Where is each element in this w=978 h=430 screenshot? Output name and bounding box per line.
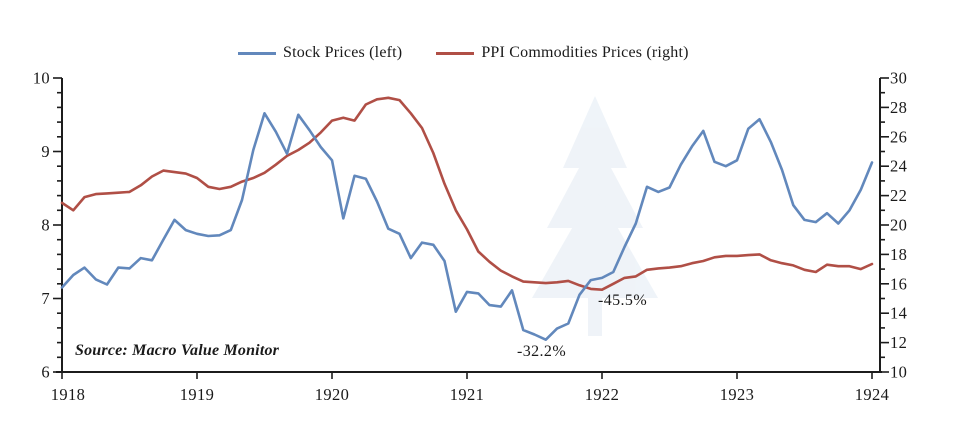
- ppi-commodities-line: [60, 96, 874, 292]
- right-axis-tick-label: 26: [890, 127, 907, 146]
- left-axis-tick-label: 10: [33, 69, 50, 88]
- left-axis-tick-label: 9: [41, 142, 50, 161]
- legend-label-stock: Stock Prices (left): [283, 44, 403, 61]
- right-axis-tick-label: 20: [890, 216, 907, 235]
- right-axis-tick-label: 30: [890, 69, 907, 88]
- right-axis-tick-label: 22: [890, 186, 907, 205]
- legend-item-ppi: PPI Commodities Prices (right): [436, 44, 688, 62]
- left-axis-tick-label: 6: [41, 363, 50, 382]
- right-axis-tick-label: 14: [890, 304, 907, 323]
- x-axis-tick-label: 1918: [51, 385, 86, 404]
- right-axis-tick-label: 12: [890, 333, 907, 352]
- annotation-stock-drawdown: -32.2%: [517, 343, 567, 360]
- x-axis-tick-label: 1920: [315, 385, 350, 404]
- ppi-line-swatch-icon: [436, 51, 475, 55]
- legend-item-stock: Stock Prices (left): [238, 44, 402, 62]
- watermark-tree-tier: [563, 96, 627, 168]
- right-axis-tick-label: 16: [890, 274, 907, 293]
- right-axis-tick-label: 28: [890, 98, 907, 117]
- source-note: Source: Macro Value Monitor: [75, 342, 280, 359]
- legend-label-ppi: PPI Commodities Prices (right): [481, 44, 689, 61]
- x-axis-tick-label: 1919: [180, 385, 215, 404]
- x-axis-tick-label: 1922: [585, 385, 620, 404]
- x-axis-tick-label: 1921: [450, 385, 485, 404]
- left-axis-tick-label: 7: [41, 289, 50, 308]
- watermark-tree-tier: [547, 138, 643, 228]
- right-axis-tick-label: 18: [890, 245, 907, 264]
- watermark-tree-trunk: [588, 298, 602, 336]
- watermark-tree-tier: [532, 188, 658, 298]
- right-axis-tick-label: 24: [890, 157, 907, 176]
- right-axis-tick-label: 10: [890, 363, 907, 382]
- x-axis-tick-label: 1924: [855, 385, 890, 404]
- left-axis-tick-label: 8: [41, 216, 50, 235]
- stock-prices-line: [60, 112, 874, 342]
- stock-line-swatch-icon: [238, 51, 276, 55]
- x-axis-tick-label: 1923: [720, 385, 755, 404]
- watermark-tree-icon: [532, 96, 658, 336]
- chart-legend: Stock Prices (left) PPI Commodities Pric…: [238, 44, 689, 62]
- annotation-ppi-drawdown: -45.5%: [598, 292, 648, 309]
